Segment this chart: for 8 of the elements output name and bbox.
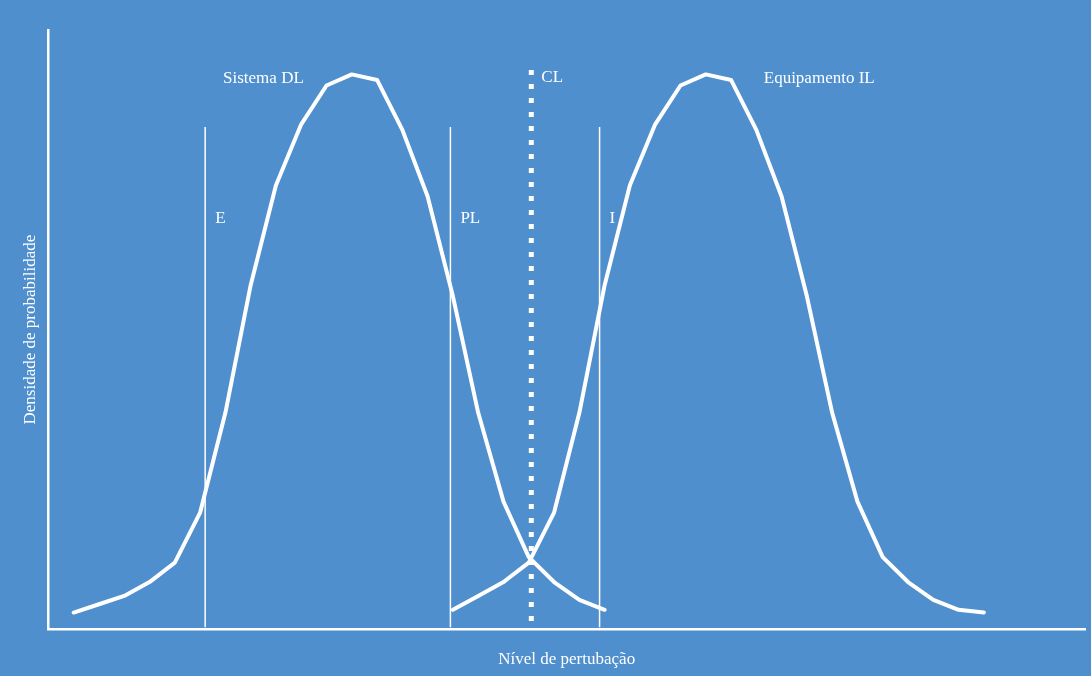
annotation: I: [609, 208, 616, 228]
annotation: PL: [460, 208, 481, 228]
series-label: Sistema DL: [223, 67, 304, 87]
annotation: E: [215, 208, 226, 228]
series-label: Equipamento IL: [763, 67, 875, 87]
x-axis-title: Nível de pertubação: [498, 649, 636, 669]
annotation: CL: [541, 67, 564, 87]
y-axis-title: Densidade de probabilidade: [19, 234, 39, 425]
